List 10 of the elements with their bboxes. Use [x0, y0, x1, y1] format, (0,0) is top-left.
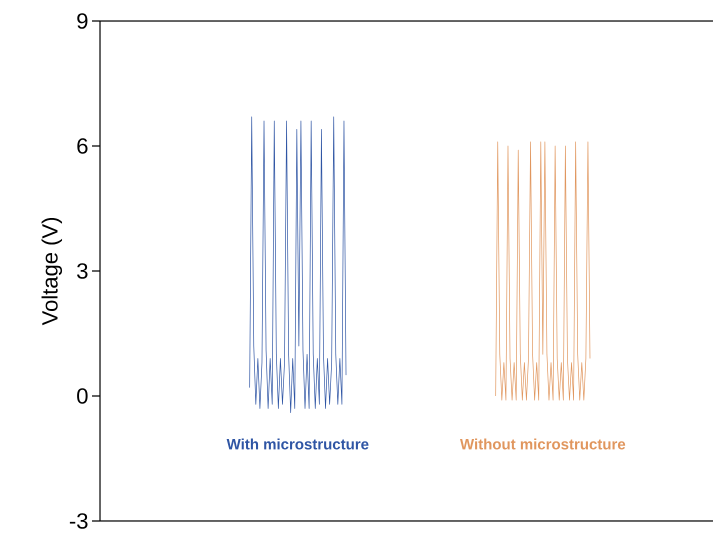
y-tick-label: 3 — [77, 263, 88, 279]
text: Without microstructure — [460, 438, 626, 450]
line-series — [249, 116, 346, 413]
y-tick-label: -3 — [70, 513, 88, 529]
y-tick-label: 6 — [77, 138, 88, 154]
line-series — [495, 141, 590, 400]
y-tick-label: 9 — [77, 13, 88, 29]
text: With microstructure — [226, 438, 368, 450]
y-tick-label: 0 — [77, 388, 88, 404]
y-axis-title: Voltage (V) — [42, 218, 62, 326]
